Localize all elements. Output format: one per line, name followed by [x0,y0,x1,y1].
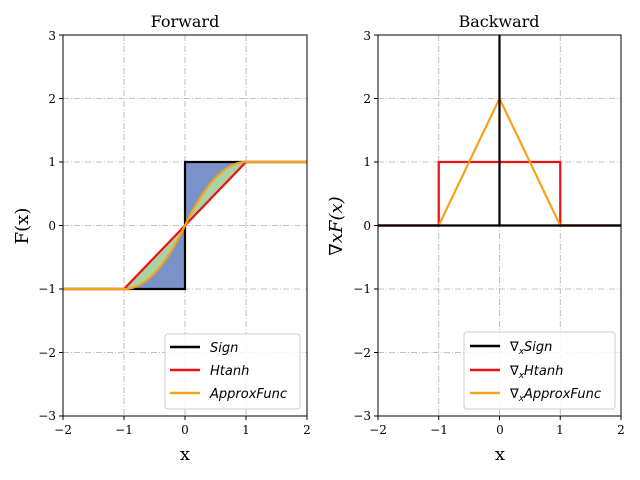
forward-ylabel: F(x) [12,208,33,245]
backward-legend: ∇xSign ∇xHtanh ∇xApproxFunc [463,331,616,410]
forward-title: Forward [151,12,220,31]
backward-xtick: 0 [496,423,504,437]
backward-xtick: −2 [369,423,387,437]
backward-legend-label-htanh: ∇xHtanh [509,364,563,381]
backward-xlabel: x [495,444,505,465]
forward-ytick: 0 [48,219,56,233]
forward-ytick: −1 [38,282,56,296]
backward-ytick: −2 [353,346,371,360]
forward-legend-label-approxfunc: ApproxFunc [209,387,287,402]
backward-ytick: 0 [363,219,371,233]
forward-legend-label-sign: Sign [210,341,238,356]
backward-ytick: 1 [363,155,371,169]
forward-ytick: −3 [38,409,56,423]
forward-xtick: 1 [242,423,250,437]
backward-legend-label-sign: ∇xSign [509,340,552,357]
backward-legend-box [463,331,616,410]
backward-panel: Backward −2 −1 0 1 2 −3 −2 −1 0 1 2 3 x … [326,12,625,465]
forward-xtick: −1 [115,423,133,437]
forward-legend-label-htanh: Htanh [210,364,249,379]
backward-ytick: −1 [353,282,371,296]
backward-ytick: 3 [363,29,371,43]
backward-xtick: −1 [430,423,448,437]
forward-xlabel: x [180,444,190,465]
forward-ytick: 3 [48,29,56,43]
forward-xtick: 2 [303,423,311,437]
forward-ticks [59,34,308,420]
backward-ytick: 2 [363,92,371,106]
forward-legend-box [164,333,301,410]
forward-ytick: 1 [48,155,56,169]
forward-legend: Sign Htanh ApproxFunc [164,333,301,410]
backward-ytick: −3 [353,409,371,423]
backward-title: Backward [458,12,539,31]
forward-ytick: 2 [48,92,56,106]
backward-ticks [374,34,622,420]
forward-ytick: −2 [38,346,56,360]
backward-xtick: 2 [617,423,625,437]
backward-xtick: 1 [556,423,564,437]
forward-panel: Forward −2 −1 0 1 2 −3 −2 −1 0 1 2 3 x F… [12,12,311,465]
forward-xtick: −2 [54,423,72,437]
backward-ylabel: ∇xF(x) [326,196,347,255]
forward-xtick: 0 [181,423,189,437]
backward-line-sign [378,35,621,227]
forward-line-approxfunc [63,160,307,291]
backward-legend-label-approxfunc: ∇xApproxFunc [509,387,601,404]
